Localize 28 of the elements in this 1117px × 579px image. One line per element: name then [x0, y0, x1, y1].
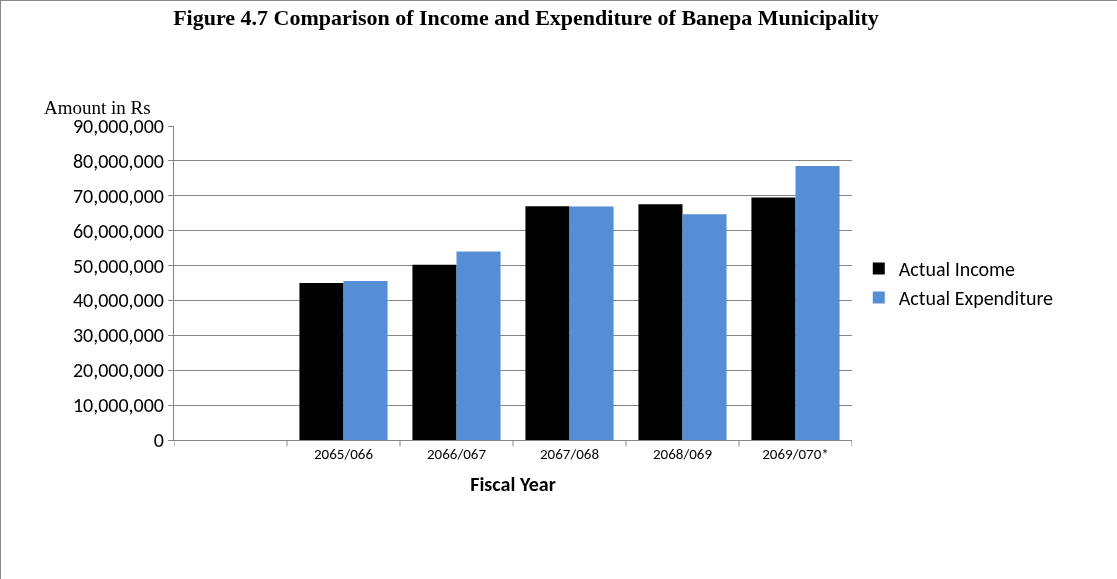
y-tick-label: 40,000,000: [72, 288, 164, 313]
x-tick-label: 2069/070*: [762, 445, 829, 463]
bar: [569, 206, 614, 440]
bar: [456, 251, 501, 440]
bar: [343, 280, 388, 440]
y-tick-label: 30,000,000: [72, 323, 164, 348]
y-tick-label: 20,000,000: [72, 358, 164, 383]
bar: [638, 204, 683, 440]
chart-title: Figure 4.7 Comparison of Income and Expenditure of Banepa Municipality: [173, 5, 879, 31]
bar: [751, 197, 796, 440]
y-tick-label: 50,000,000: [72, 253, 164, 278]
bar: [795, 166, 840, 440]
x-tick-label: 2067/068: [539, 445, 600, 463]
bar: [412, 264, 457, 440]
bar: [525, 206, 570, 440]
x-tick-label: 2068/069: [652, 445, 713, 463]
x-tick-label: 2065/066: [313, 445, 374, 463]
bar: [299, 283, 344, 440]
legend-label: Actual Income: [898, 257, 1016, 282]
x-tick-label: 2066/067: [426, 445, 487, 463]
bar: [682, 214, 727, 440]
legend-label: Actual Expenditure: [898, 286, 1054, 311]
y-tick-label: 70,000,000: [72, 183, 164, 208]
x-axis-title: Fiscal Year: [470, 471, 556, 496]
y-tick-label: 0: [153, 428, 164, 452]
y-tick-label: 80,000,000: [72, 148, 164, 173]
y-tick-label: 10,000,000: [72, 393, 164, 418]
y-tick-label: 60,000,000: [72, 218, 164, 243]
